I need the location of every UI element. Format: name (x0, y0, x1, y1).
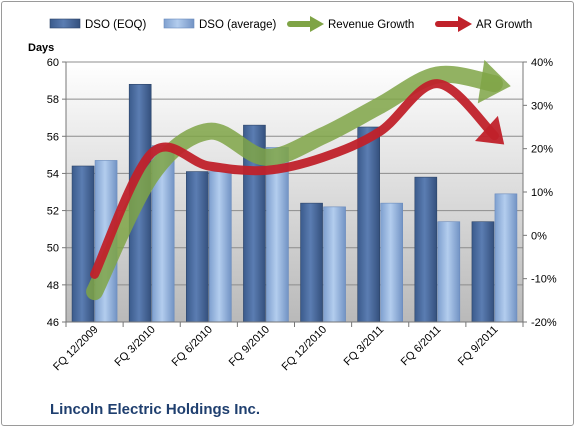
legend-label: DSO (EOQ) (85, 19, 147, 31)
y-left-tick-label: 60 (47, 57, 59, 69)
y-left-tick-label: 48 (47, 280, 59, 292)
x-tick-label: FQ 9/2011 (456, 324, 501, 369)
y-right-tick-label: 30% (531, 100, 553, 112)
y-left-tick-label: 50 (47, 243, 59, 255)
bar-dso-eoq (414, 176, 438, 323)
x-tick-label: FQ 6/2011 (399, 324, 444, 369)
legend-label: AR Growth (476, 19, 532, 31)
bar-dso-eoq (300, 202, 323, 323)
y-left-tick-label: 58 (47, 94, 59, 106)
legend-label: Revenue Growth (328, 19, 414, 31)
bar-dso-average (209, 171, 232, 323)
y-right-tick-label: -20% (531, 317, 557, 329)
y-right-tick-label: -10% (531, 274, 557, 286)
legend-swatch (49, 18, 81, 29)
ar-growth-arrowhead (475, 115, 505, 145)
x-tick-label: FQ 6/2010 (170, 324, 215, 369)
bar-dso-average (323, 206, 346, 323)
y-right-tick-label: 20% (531, 144, 553, 156)
y-right-tick-label: 40% (531, 57, 553, 69)
bar-dso-eoq (357, 126, 380, 323)
bar-dso-eoq (471, 221, 495, 323)
y-right-tick-label: 10% (531, 187, 553, 199)
ar-growth-line (90, 79, 499, 279)
y-left-tick-label: 56 (47, 131, 59, 143)
legend-swatch (163, 18, 195, 29)
x-tick-label: FQ 3/2010 (113, 324, 158, 369)
revenue-growth-arrowhead (477, 59, 511, 104)
bar-dso-average (437, 221, 461, 323)
chart-title: Lincoln Electric Holdings Inc. (50, 401, 260, 418)
y-axis-left-label: Days (28, 42, 54, 54)
y-left-tick-label: 52 (47, 206, 59, 218)
y-left-tick-label: 46 (47, 317, 59, 329)
legend-label: DSO (average) (199, 19, 277, 31)
x-tick-label: FQ 12/2010 (280, 324, 330, 374)
y-left-tick-label: 54 (47, 168, 59, 180)
x-tick-label: FQ 12/2009 (51, 324, 101, 374)
y-right-tick-label: 0% (531, 230, 547, 242)
bar-dso-average (380, 202, 403, 323)
bar-dso-eoq (186, 171, 209, 323)
legend-arrow (458, 16, 472, 32)
x-tick-label: FQ 3/2011 (342, 324, 387, 369)
x-tick-label: FQ 9/2010 (227, 324, 272, 369)
bar-dso-average (494, 193, 518, 323)
legend-arrow (310, 16, 324, 32)
revenue-growth-line (86, 65, 503, 301)
